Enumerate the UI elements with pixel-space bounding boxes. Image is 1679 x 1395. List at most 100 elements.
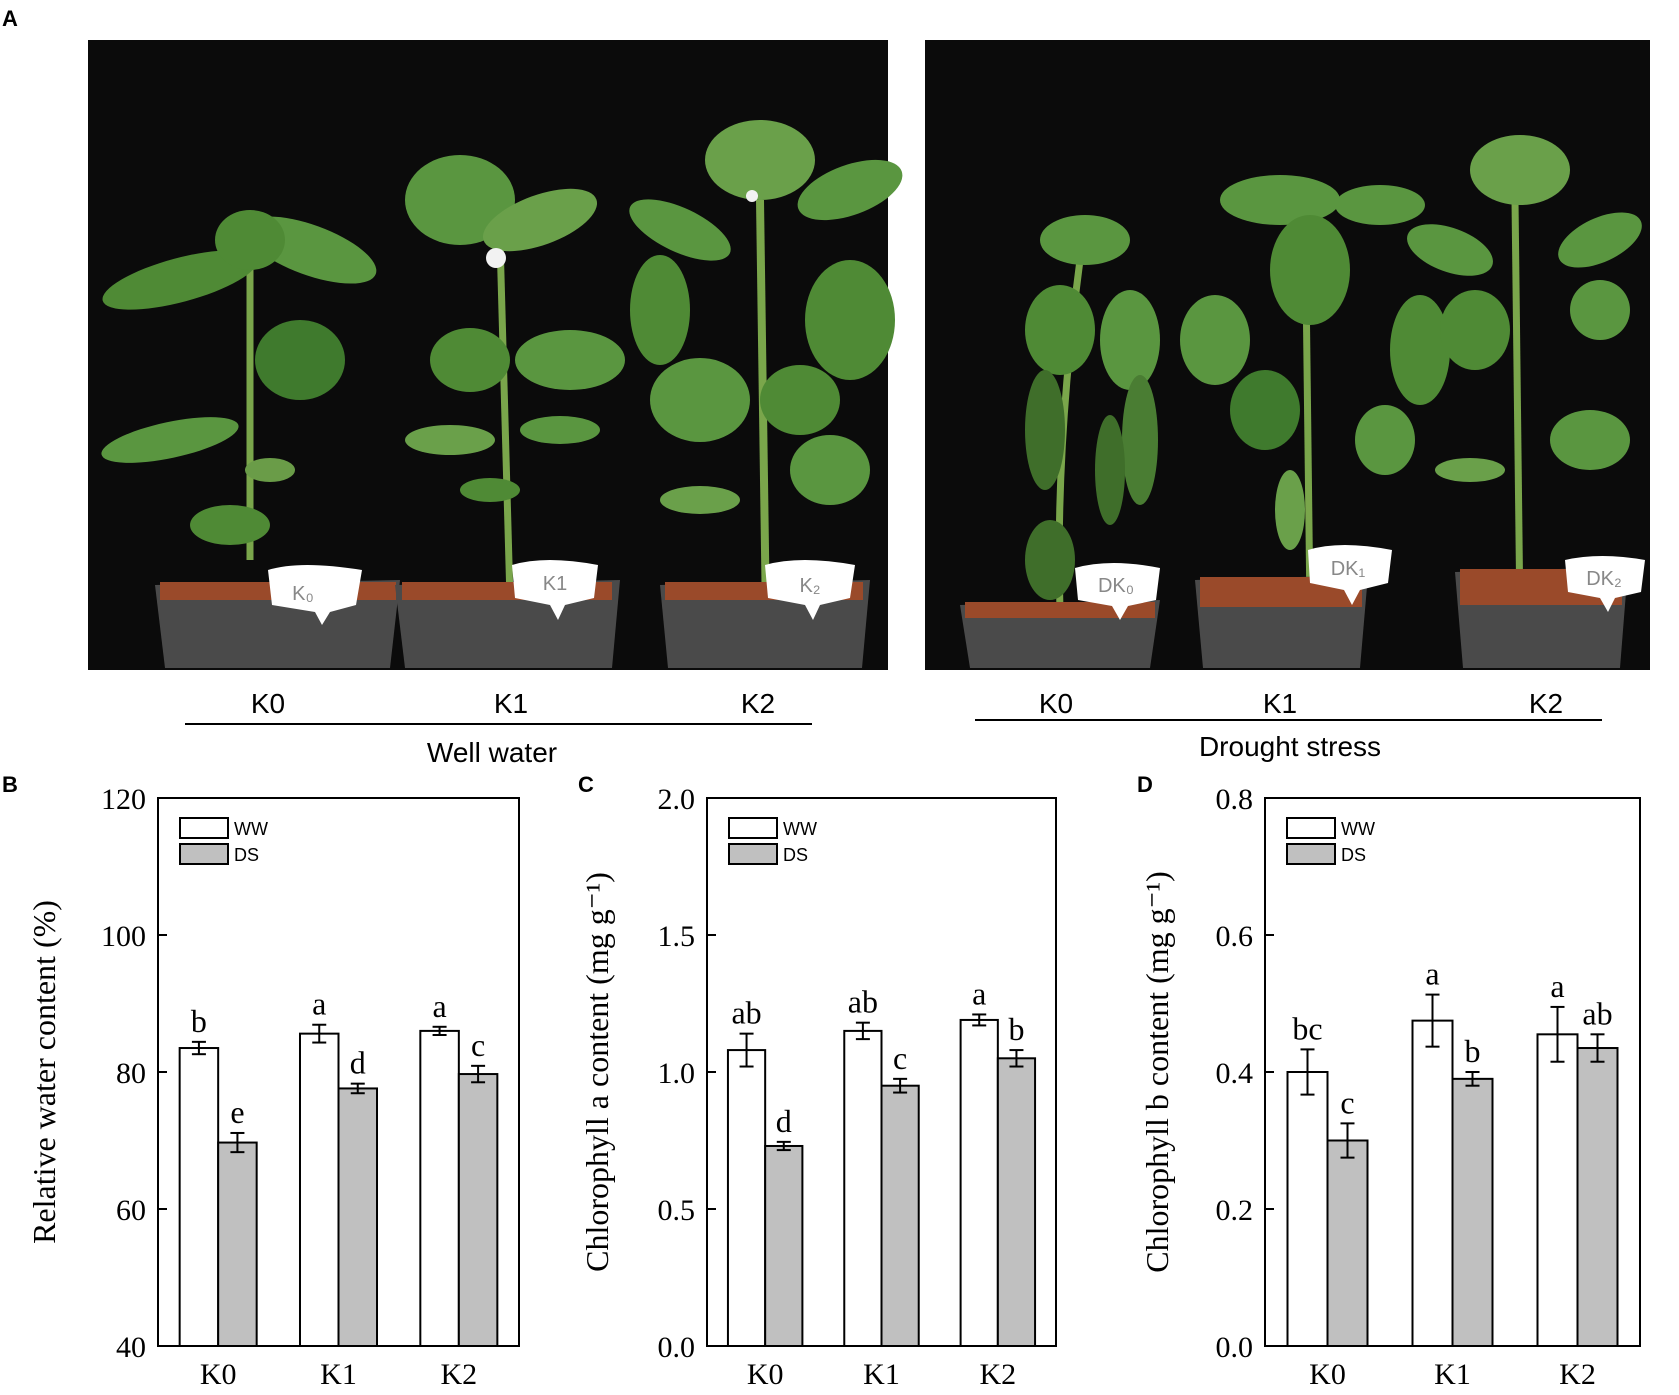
bar-ds (996, 1057, 1037, 1348)
significance-letter: a (1425, 956, 1439, 992)
caption-ds-condition: Drought stress (1199, 731, 1381, 762)
y-axis-label: Relative water content (%) (26, 900, 62, 1244)
y-tick-label: 2.0 (658, 783, 696, 816)
plant-image-ds-k0 (1025, 215, 1160, 611)
x-tick-label: K1 (320, 1358, 357, 1391)
y-tick-label: 0.4 (1216, 1057, 1254, 1090)
bar-ww (726, 1049, 767, 1347)
caption-ww-k1: K1 (494, 688, 528, 719)
significance-letter: d (350, 1045, 366, 1081)
bar-ww (843, 1029, 883, 1348)
x-tick-label: K0 (747, 1358, 784, 1391)
significance-letter: ab (1582, 995, 1612, 1031)
significance-letter: ab (848, 984, 878, 1020)
plant-image-ds-k2 (1407, 135, 1642, 621)
y-tick-label: 100 (101, 920, 146, 953)
chart-panel-b: B 40 60 80 100 120 Relative water content (%) K… (2, 772, 520, 1391)
y-axis-label: Chlorophyll b content (mg g⁻¹) (1139, 871, 1175, 1273)
pot-image-ww-k1: K1 (395, 560, 620, 668)
y-tick-label: 120 (101, 783, 146, 816)
bar-ds (880, 1084, 920, 1347)
significance-letter: e (230, 1094, 244, 1130)
significance-letter: c (1340, 1084, 1354, 1120)
chart-panel-c: C 0.0 0.5 1.0 1.5 2.0 Chlorophyll a content (m… (578, 772, 1057, 1391)
x-tick-label: K1 (863, 1358, 900, 1391)
bar-ww (419, 1029, 460, 1348)
pot-image-ww-k0: K₀ (155, 565, 400, 668)
bar-ww (1411, 1019, 1454, 1347)
bar-ds (1326, 1139, 1369, 1347)
legend-swatch-ds (1286, 843, 1336, 865)
caption-ds-k2: K2 (1529, 688, 1563, 719)
pot-tag-ds-k2: DK₂ (1586, 568, 1622, 590)
photo-drought-stress: DK₀ DK₁ DK₂ (925, 40, 1650, 670)
y-tick-label: 1.0 (658, 1057, 696, 1090)
caption-ww-condition: Well water (427, 737, 557, 768)
caption-ds-k0: K0 (1039, 688, 1073, 719)
panel-a: A (2, 6, 1650, 768)
bar-ds (337, 1087, 379, 1347)
caption-well-water: K0 K1 K2 Well water (185, 688, 812, 768)
legend-label-ww: WW (234, 819, 268, 839)
significance-letter: a (432, 988, 446, 1024)
y-axis-label: Chlorophyll a content (mg g⁻¹) (579, 872, 615, 1272)
bar-charts: B 40 60 80 100 120 Relative water content (%) K… (2, 772, 1641, 1391)
x-tick-label: K2 (1559, 1358, 1596, 1391)
pot-image-ds-k0: DK₀ (960, 563, 1160, 668)
significance-letter: a (312, 986, 326, 1022)
bar-ww (1536, 1033, 1579, 1347)
legend-swatch-ds (179, 843, 229, 865)
y-tick-label: 40 (116, 1331, 146, 1364)
panel-a-letter: A (2, 6, 18, 31)
legend-swatch-ww (728, 817, 778, 839)
pot-tag-ww-k1: K1 (543, 573, 567, 595)
x-tick-label: K0 (200, 1358, 237, 1391)
pot-tag-ds-k1: DK₁ (1331, 558, 1366, 580)
significance-letter: ab (731, 995, 761, 1031)
x-tick-label: K0 (1309, 1358, 1346, 1391)
y-tick-label: 80 (116, 1057, 146, 1090)
y-tick-label: 0.8 (1216, 783, 1254, 816)
pot-tag-ds-k0: DK₀ (1098, 575, 1134, 597)
plant-image-ww-k0 (101, 210, 377, 560)
bar-ww (959, 1018, 999, 1347)
caption-drought-stress: K0 K1 K2 Drought stress (975, 688, 1602, 762)
significance-letter: b (191, 1003, 207, 1039)
y-tick-label: 60 (116, 1194, 146, 1227)
pot-image-ww-k2: K₂ (660, 560, 870, 668)
plant-image-ww-k1 (405, 155, 625, 601)
chart-panel-d: D 0.0 0.2 0.4 0.6 0.8 Chlorophyll b content (m… (1137, 772, 1641, 1391)
bar-ds (764, 1144, 804, 1347)
legend-swatch-ww (1286, 817, 1336, 839)
significance-letter: b (1008, 1011, 1024, 1047)
bar-ww (1286, 1071, 1329, 1347)
significance-letter: b (1465, 1033, 1481, 1069)
significance-letter: a (972, 975, 986, 1011)
y-tick-label: 1.5 (658, 920, 696, 953)
plant-image-ds-k1 (1180, 175, 1450, 611)
legend-label-ww: WW (783, 819, 817, 839)
y-tick-label: 0.0 (1216, 1331, 1254, 1364)
significance-letter: c (471, 1027, 485, 1063)
y-tick-label: 0.6 (1216, 920, 1254, 953)
y-tick-label: 0.0 (658, 1331, 696, 1364)
plant-image-ww-k2 (629, 120, 903, 621)
significance-letter: d (776, 1103, 792, 1139)
bar-ds (1576, 1047, 1619, 1348)
legend-label-ww: WW (1341, 819, 1375, 839)
caption-ds-k1: K1 (1263, 688, 1297, 719)
y-tick-label: 0.2 (1216, 1194, 1254, 1227)
pot-tag-ww-k0: K₀ (292, 583, 314, 605)
y-tick-label: 0.5 (658, 1194, 696, 1227)
bar-ds (1451, 1077, 1494, 1347)
caption-ww-k2: K2 (741, 688, 775, 719)
bar-ds (217, 1141, 258, 1348)
bar-ds (457, 1073, 499, 1348)
panel-letter: C (578, 772, 594, 797)
caption-ww-k0: K0 (251, 688, 285, 719)
x-tick-label: K2 (979, 1358, 1016, 1391)
significance-letter: c (893, 1040, 907, 1076)
legend-label-ds: DS (783, 845, 808, 865)
significance-letter: a (1550, 968, 1564, 1004)
